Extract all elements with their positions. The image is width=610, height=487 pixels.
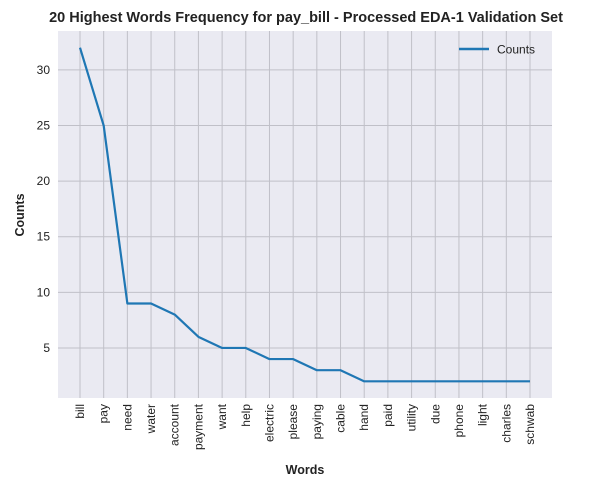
y-tick-label: 30 <box>37 63 51 77</box>
x-tick-label-paid: paid <box>381 404 395 427</box>
x-tick-label-light: light <box>476 403 490 426</box>
plot-area <box>58 31 552 398</box>
y-tick-label: 15 <box>37 230 51 244</box>
x-tick-label-paying: paying <box>310 404 324 439</box>
y-tick-label: 25 <box>37 119 51 133</box>
x-tick-label-due: due <box>428 404 442 424</box>
x-tick-label-schwab: schwab <box>523 404 537 445</box>
x-tick-label-hand: hand <box>357 404 371 431</box>
series-line-counts <box>78 47 530 383</box>
x-axis-label: Words <box>286 463 325 477</box>
x-tick-label-payment: payment <box>191 403 205 450</box>
y-tick-label: 20 <box>37 174 51 188</box>
x-tick-label-water: water <box>144 404 158 434</box>
series-points <box>79 47 531 382</box>
x-tick-label-need: need <box>120 404 134 431</box>
x-tick-label-phone: phone <box>452 404 466 438</box>
x-tick-label-bill: bill <box>73 404 87 419</box>
x-tick-label-charles: charles <box>499 404 513 443</box>
x-tick-label-utility: utility <box>405 404 419 431</box>
grid <box>58 31 552 398</box>
x-axis: bill pay need water account payment want help el… <box>73 403 537 450</box>
legend-label: Counts <box>497 43 535 57</box>
legend: Counts <box>459 43 535 57</box>
x-tick-label-help: help <box>239 404 253 427</box>
y-tick-label: 5 <box>43 341 50 355</box>
y-tick-label: 10 <box>37 285 51 299</box>
x-tick-label-electric: electric <box>262 404 276 442</box>
x-tick-label-pay: pay <box>97 404 111 423</box>
y-axis-label: Counts <box>13 193 27 236</box>
x-tick-label-want: want <box>215 403 229 430</box>
x-tick-label-account: account <box>168 403 182 446</box>
y-axis: 5 10 15 20 25 30 <box>37 63 51 355</box>
x-tick-label-please: please <box>286 404 300 440</box>
x-tick-label-cable: cable <box>334 404 348 433</box>
chart-title: 20 Highest Words Frequency for pay_bill … <box>49 10 563 26</box>
